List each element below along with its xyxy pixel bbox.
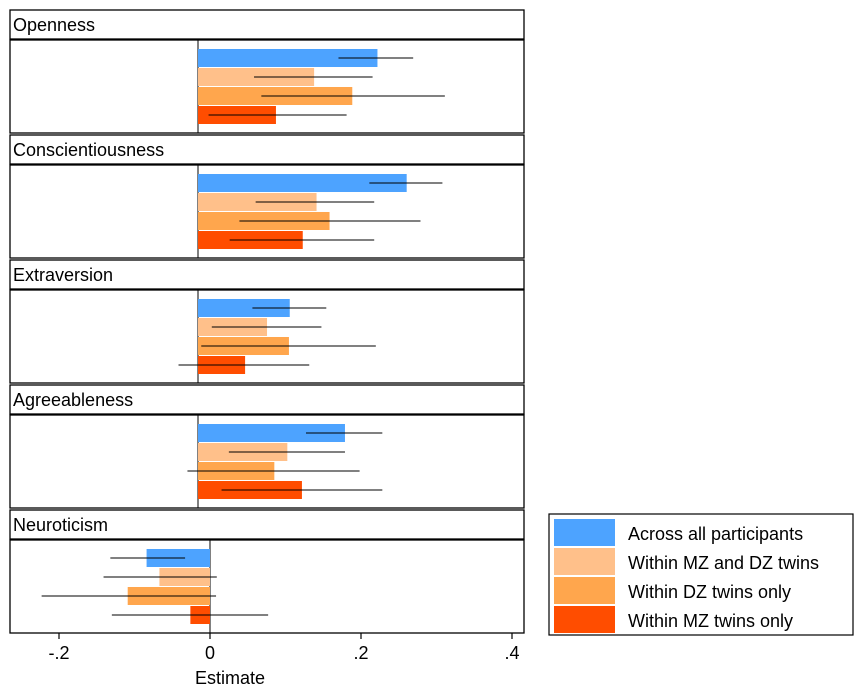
panel-title: Neuroticism <box>13 515 108 535</box>
legend-label: Within DZ twins only <box>628 582 791 602</box>
legend-label: Across all participants <box>628 524 803 544</box>
legend-label: Within MZ twins only <box>628 611 793 631</box>
panel-title: Openness <box>13 15 95 35</box>
panel-strip <box>9 134 525 165</box>
panel-title: Extraversion <box>13 265 113 285</box>
legend-swatch <box>554 577 615 604</box>
bar <box>198 49 378 67</box>
bar <box>198 424 345 442</box>
bar <box>198 299 290 317</box>
x-axis-title: Estimate <box>195 668 265 688</box>
x-tick-label: .4 <box>504 643 519 663</box>
x-tick-label: .2 <box>353 643 368 663</box>
x-tick-label: 0 <box>205 643 215 663</box>
panel-plot-area <box>9 539 525 634</box>
legend-label: Within MZ and DZ twins <box>628 553 819 573</box>
panel-strip <box>9 509 525 540</box>
panel-strip <box>9 259 525 290</box>
panel-strip <box>9 384 525 415</box>
bar <box>198 174 407 192</box>
panel-title: Agreeableness <box>13 390 133 410</box>
legend-swatch <box>554 519 615 546</box>
legend-swatch <box>554 548 615 575</box>
panel-strip <box>9 9 525 40</box>
legend-swatch <box>554 606 615 633</box>
x-tick-label: -.2 <box>48 643 69 663</box>
panel-title: Conscientiousness <box>13 140 164 160</box>
